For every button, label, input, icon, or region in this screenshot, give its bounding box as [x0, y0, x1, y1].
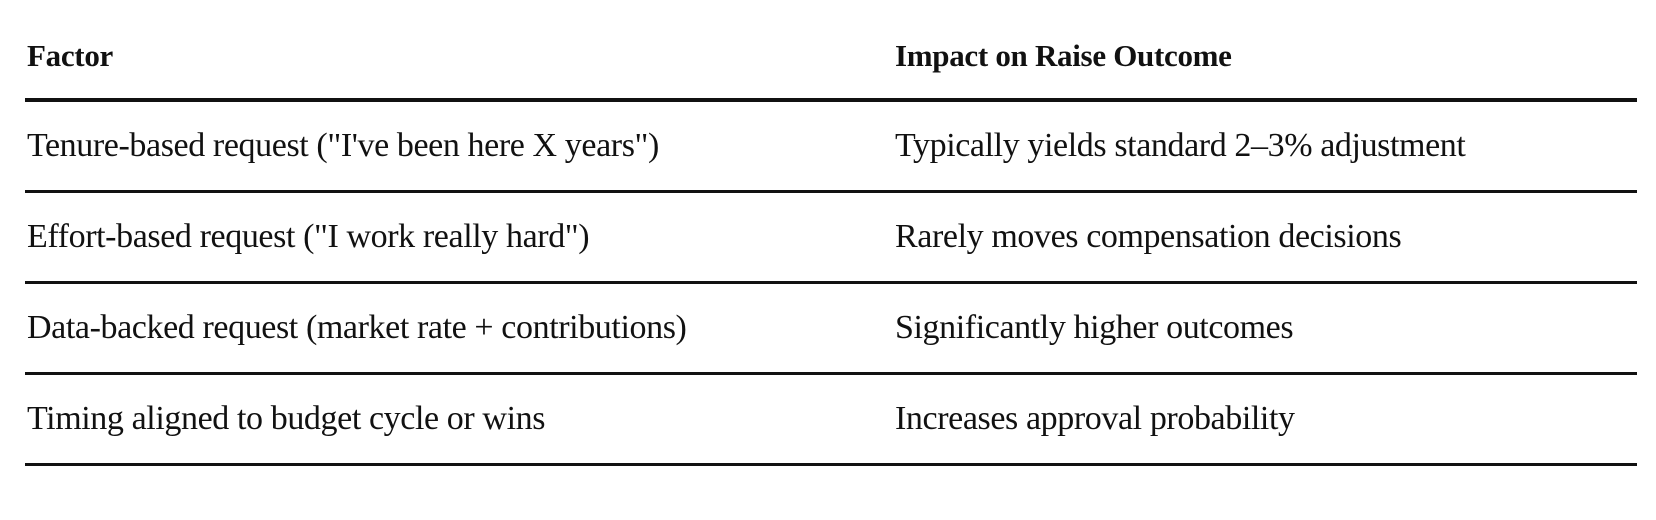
- table-cell: Timing aligned to budget cycle or wins: [25, 373, 893, 466]
- table-cell: Significantly higher outcomes: [893, 282, 1637, 375]
- table-cell: Tenure-based request ("I've been here X …: [25, 100, 893, 193]
- table-cell: Increases approval probability: [893, 373, 1637, 466]
- comparison-table: Factor Impact on Raise Outcome Tenure-bas…: [25, 14, 1637, 466]
- table-row: Effort-based request ("I work really har…: [25, 191, 1637, 284]
- table-head: Factor Impact on Raise Outcome: [25, 14, 1637, 102]
- table-row: Timing aligned to budget cycle or wins In…: [25, 373, 1637, 466]
- table-row: Tenure-based request ("I've been here X …: [25, 100, 1637, 193]
- header-row: Factor Impact on Raise Outcome: [25, 14, 1637, 102]
- table-cell: Data-backed request (market rate + contr…: [25, 282, 893, 375]
- table-cell: Effort-based request ("I work really har…: [25, 191, 893, 284]
- table-body: Tenure-based request ("I've been here X …: [25, 100, 1637, 466]
- table-cell: Rarely moves compensation decisions: [893, 191, 1637, 284]
- column-header: Impact on Raise Outcome: [893, 14, 1637, 102]
- table-cell: Typically yields standard 2–3% adjustmen…: [893, 100, 1637, 193]
- column-header: Factor: [25, 14, 893, 102]
- table-row: Data-backed request (market rate + contr…: [25, 282, 1637, 375]
